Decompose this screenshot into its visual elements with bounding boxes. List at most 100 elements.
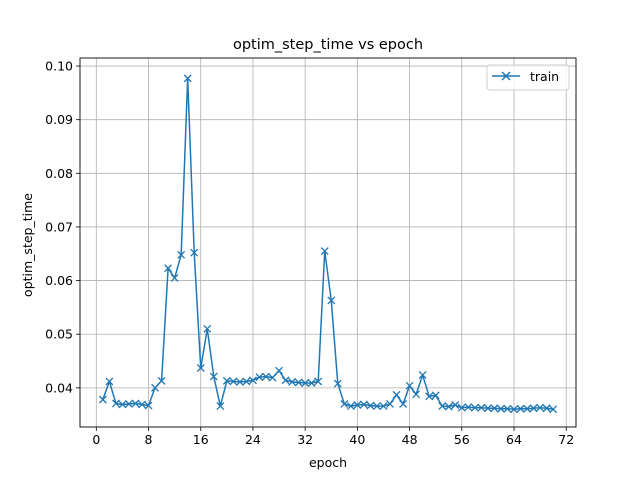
x-tick-label: 24 — [245, 432, 261, 447]
data-point — [327, 296, 336, 305]
data-point — [496, 404, 505, 413]
data-point — [111, 399, 120, 408]
data-point — [268, 373, 277, 382]
data-point — [151, 383, 160, 392]
data-point — [510, 405, 518, 414]
data-point — [131, 399, 140, 408]
data-point — [412, 390, 421, 399]
y-axis-label: optim_step_time — [20, 193, 35, 297]
data-point — [164, 264, 173, 273]
data-point — [353, 401, 362, 409]
data-point — [262, 372, 270, 381]
data-point — [425, 392, 434, 401]
data-point — [516, 404, 525, 413]
data-point — [314, 377, 323, 386]
series-line-train — [102, 77, 554, 411]
data-point — [392, 390, 401, 399]
legend-marker — [501, 71, 511, 81]
data-point — [549, 405, 558, 414]
data-point — [431, 391, 440, 400]
data-point — [405, 381, 414, 390]
x-ticks: 0 8 16 24 32 40 48 56 64 72 — [92, 427, 574, 447]
data-point — [124, 399, 133, 408]
data-point — [470, 403, 479, 412]
legend: train — [486, 64, 570, 91]
x-tick-label: 64 — [506, 432, 522, 447]
plot-frame — [79, 57, 577, 428]
data-point — [536, 403, 545, 412]
data-point — [118, 400, 127, 409]
data-point — [307, 379, 316, 387]
y-tick-label: 0.09 — [45, 112, 73, 127]
y-tick-label: 0.08 — [45, 166, 73, 181]
chart-title: optim_step_time vs epoch — [233, 37, 423, 53]
data-point — [288, 377, 297, 386]
series-layer — [98, 74, 558, 414]
x-tick-label: 48 — [402, 432, 418, 447]
data-point — [275, 366, 284, 375]
data-point — [281, 376, 290, 385]
data-point — [216, 402, 225, 411]
data-point — [183, 74, 192, 83]
y-tick-label: 0.05 — [45, 327, 73, 342]
data-point — [438, 402, 447, 411]
data-point — [503, 404, 512, 413]
x-tick-label: 0 — [92, 432, 100, 447]
data-point — [98, 395, 107, 404]
data-point — [222, 376, 231, 385]
data-point — [444, 402, 453, 411]
data-point — [418, 371, 427, 379]
data-point — [359, 400, 368, 409]
x-tick-label: 8 — [145, 432, 153, 447]
data-point — [235, 377, 244, 386]
data-point — [399, 399, 408, 408]
data-point — [209, 372, 218, 381]
data-point — [340, 399, 349, 408]
data-point — [542, 404, 551, 413]
data-point — [255, 373, 264, 382]
data-point — [333, 379, 342, 388]
data-point — [457, 403, 466, 412]
data-point — [464, 403, 473, 412]
x-tick-label: 32 — [297, 432, 313, 447]
data-point — [346, 402, 355, 411]
y-tick-label: 0.06 — [45, 273, 73, 288]
grid-layer — [80, 58, 576, 427]
data-point — [483, 404, 492, 413]
data-point — [170, 273, 179, 282]
data-point — [320, 247, 329, 256]
data-point — [144, 401, 153, 410]
y-tick-label: 0.04 — [45, 380, 73, 395]
data-point — [196, 364, 205, 372]
data-point — [372, 402, 381, 411]
legend-label-train: train — [530, 69, 559, 84]
x-axis-label: epoch — [309, 455, 347, 470]
data-point — [248, 376, 257, 385]
legend-box — [486, 64, 570, 91]
y-tick-label: 0.07 — [45, 219, 73, 234]
x-tick-label: 16 — [193, 432, 209, 447]
data-point — [203, 324, 212, 333]
data-point — [138, 400, 146, 409]
data-point — [301, 379, 310, 387]
x-tick-label: 40 — [349, 432, 365, 447]
data-point — [386, 399, 394, 408]
data-point — [242, 377, 251, 386]
data-point — [294, 378, 303, 387]
data-point — [229, 377, 238, 386]
data-point — [379, 402, 388, 411]
y-ticks: 0.04 0.05 0.06 0.07 0.08 0.09 0.10 — [45, 59, 80, 395]
data-point — [177, 250, 186, 259]
data-point — [157, 376, 166, 385]
x-tick-label: 72 — [558, 432, 574, 447]
data-point — [477, 403, 486, 412]
y-tick-label: 0.10 — [45, 59, 73, 74]
data-point — [529, 404, 538, 413]
data-point — [451, 401, 460, 409]
data-point — [190, 248, 199, 257]
data-point — [523, 404, 532, 413]
x-tick-label: 56 — [454, 432, 470, 447]
data-point — [105, 377, 114, 386]
data-point — [366, 401, 375, 410]
